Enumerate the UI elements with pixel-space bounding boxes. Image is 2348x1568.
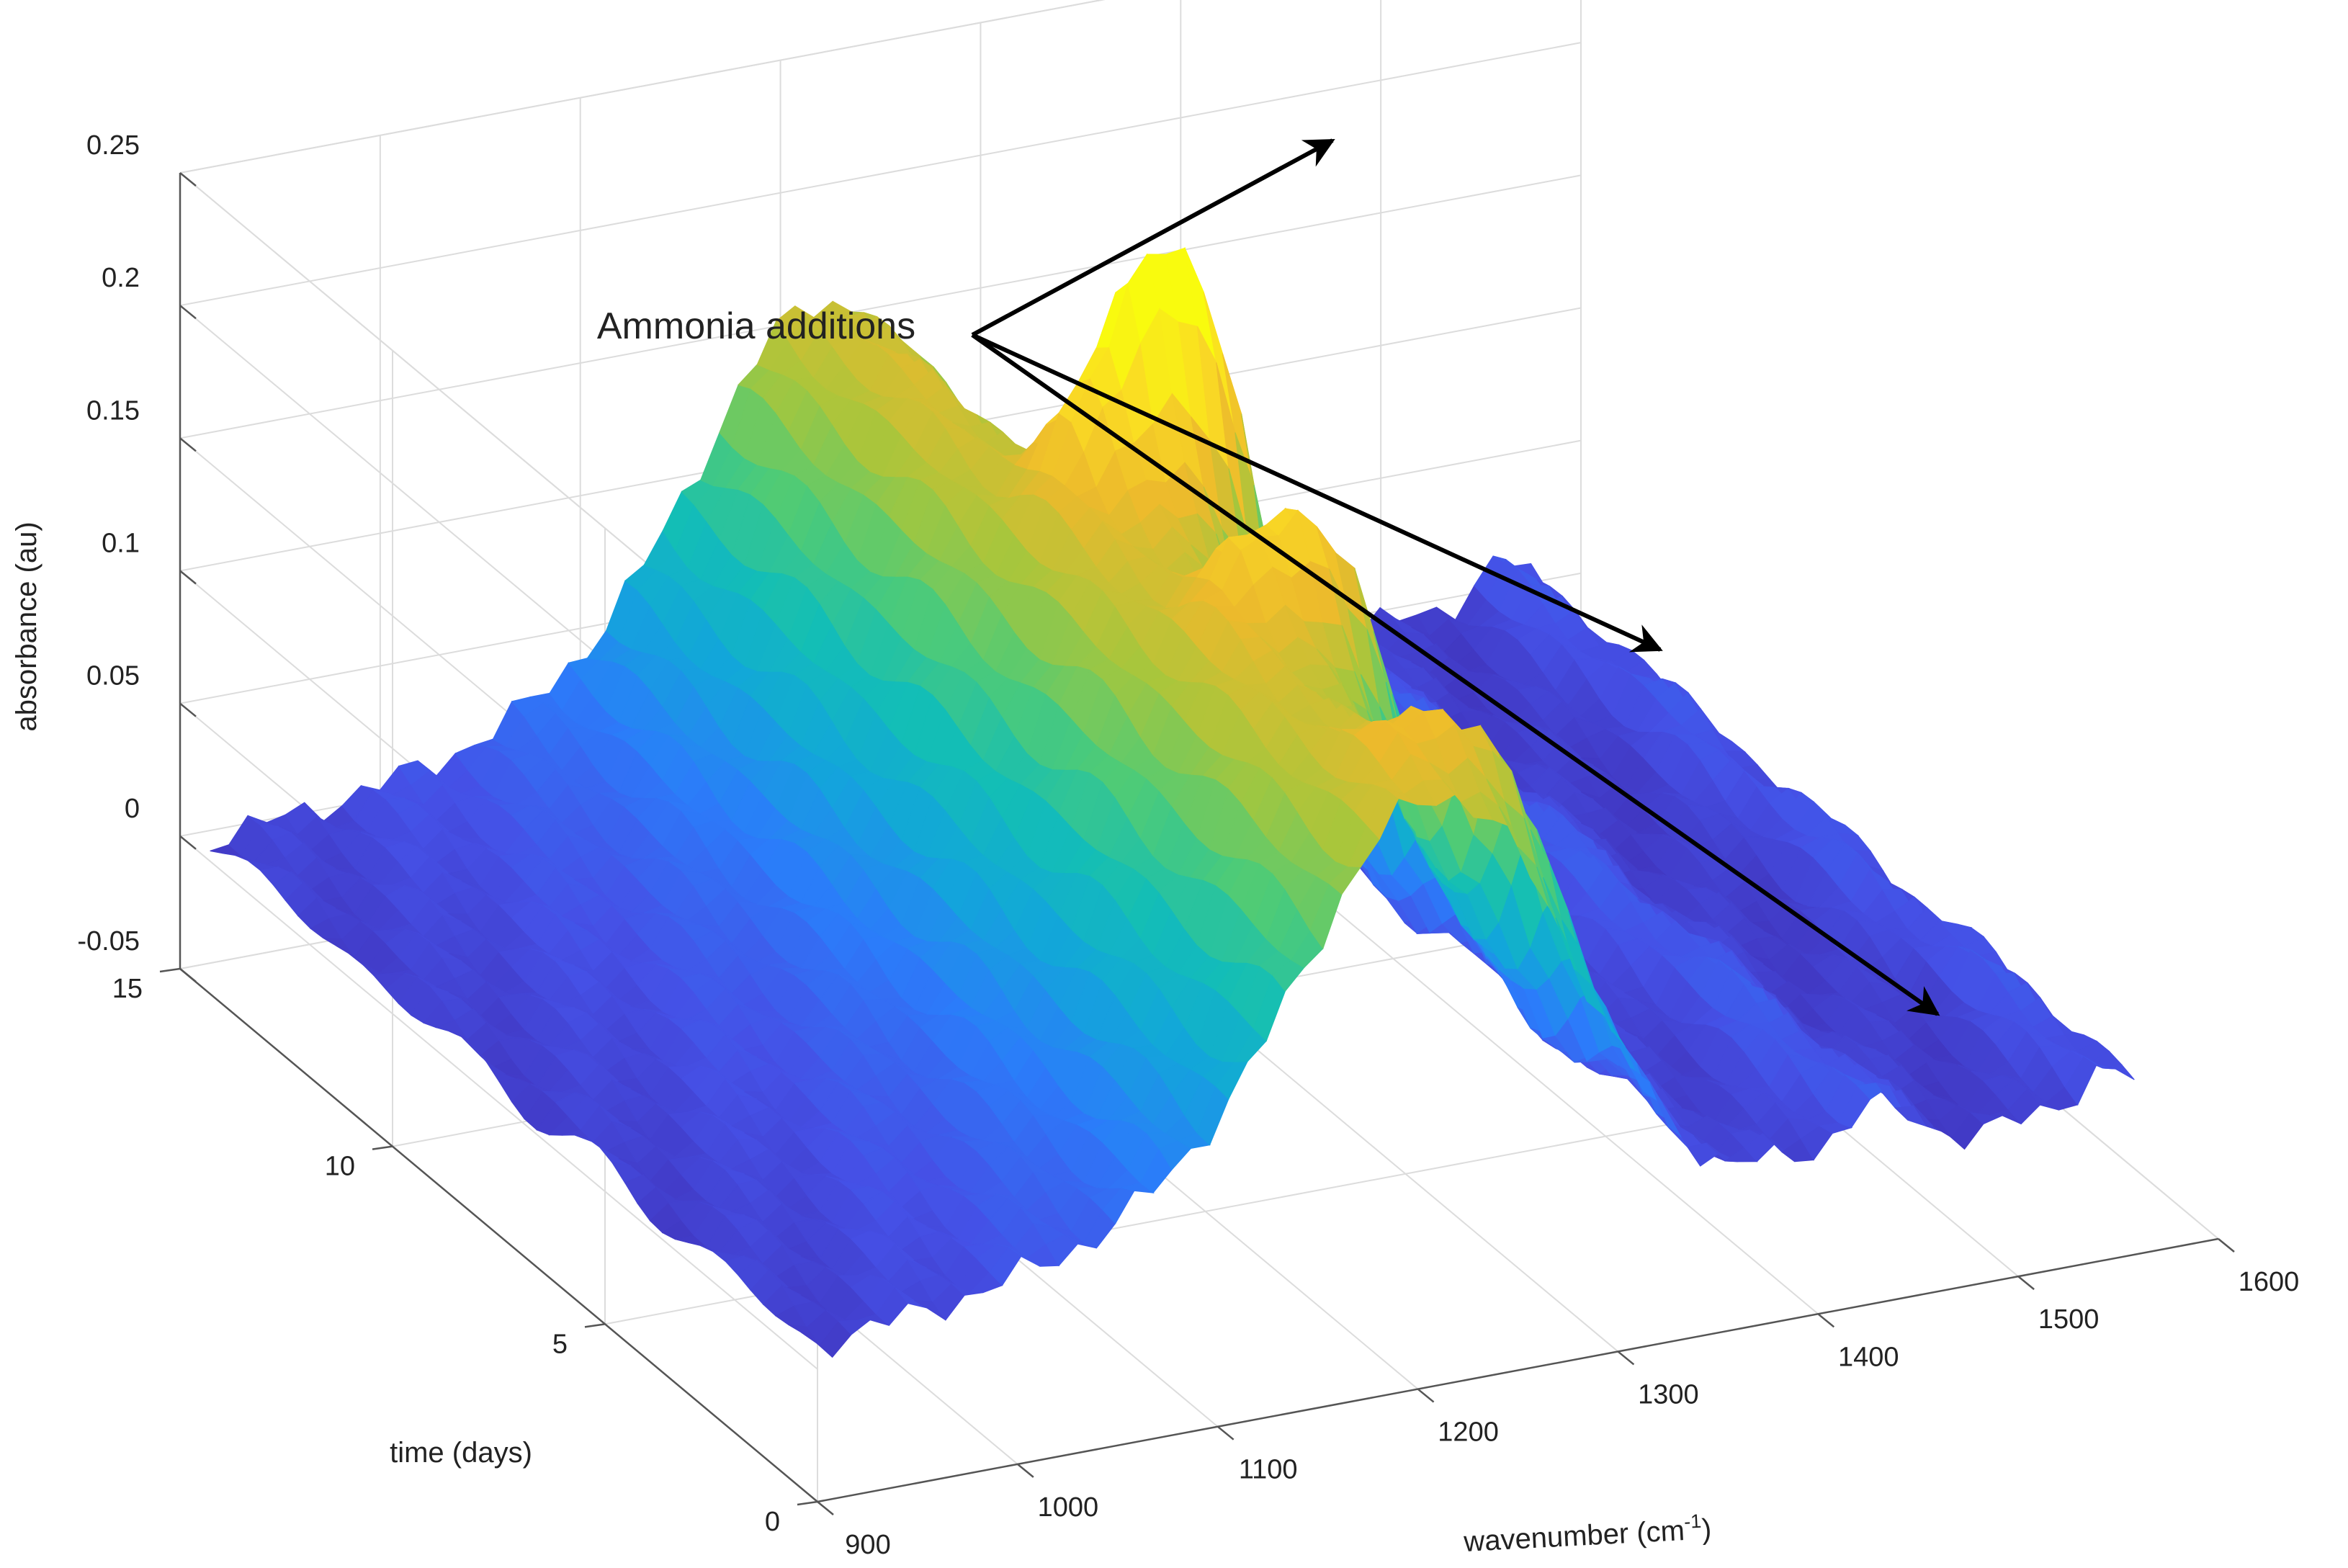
- y-tick-mark: [584, 1323, 606, 1328]
- y-tick-label: 10: [325, 1152, 355, 1182]
- z-tick-mark: [179, 968, 197, 982]
- surface-cell: [2102, 1064, 2135, 1080]
- x-tick-mark: [1417, 1388, 1435, 1403]
- absorbance-surface: [210, 247, 2135, 1358]
- x-axis-label: wavenumber (cm-1): [1462, 1510, 1712, 1558]
- z-tick-label: -0.05: [77, 926, 140, 957]
- x-tick-label: 1300: [1638, 1379, 1699, 1410]
- x-tick-label: 1600: [2239, 1267, 2300, 1297]
- y-axis-ticks: 0 5 10 15: [112, 967, 818, 1537]
- x-tick-label: 1200: [1438, 1417, 1499, 1448]
- annotation-arrow: [971, 333, 1940, 1016]
- z-axis-label: absorbance (au): [11, 521, 42, 731]
- x-tick-mark: [1617, 1350, 1635, 1366]
- z-tick-mark: [179, 702, 197, 717]
- annotation: Ammonia additions: [597, 138, 1940, 1016]
- y-axis-label: time (days): [390, 1437, 532, 1469]
- x-tick-label: 1500: [2038, 1304, 2100, 1335]
- z-axis-ticks: -0.05 0 0.05 0.1 0.15 0.2 0.25: [77, 130, 197, 982]
- x-axis-ticks: 900 1000 1100 1200 1300 1400 1500 1600: [817, 1238, 2300, 1560]
- z-tick-label: 0: [125, 794, 140, 824]
- x-tick-mark: [1017, 1463, 1034, 1478]
- y-tick-label: 0: [765, 1507, 780, 1537]
- annotation-arrow: [971, 333, 1663, 653]
- z-tick-mark: [179, 570, 197, 585]
- annotation-arrow: [971, 138, 1335, 337]
- z-tick-mark: [179, 305, 197, 320]
- x-tick-label: 1400: [1838, 1342, 1899, 1372]
- x-tick-mark: [1817, 1313, 1835, 1328]
- y-tick-mark: [159, 967, 181, 973]
- axes: 900 1000 1100 1200 1300 1400 1500 1600 0 5 10 15 -…: [11, 130, 2299, 1560]
- z-tick-label: 0.05: [86, 661, 140, 691]
- z-tick-label: 0.1: [102, 529, 140, 559]
- x-tick-mark: [817, 1501, 834, 1515]
- y-tick-mark: [797, 1500, 818, 1506]
- x-tick-label: 1100: [1239, 1455, 1298, 1485]
- y-tick-label: 5: [552, 1329, 568, 1359]
- x-tick-label: 900: [845, 1530, 890, 1560]
- y-tick-mark: [372, 1145, 393, 1150]
- z-tick-label: 0.15: [86, 395, 140, 426]
- y-tick-label: 15: [112, 974, 143, 1004]
- z-tick-mark: [179, 437, 197, 452]
- z-tick-label: 0.2: [102, 263, 140, 293]
- x-tick-label: 1000: [1038, 1492, 1099, 1523]
- z-tick-mark: [179, 172, 197, 187]
- x-tick-mark: [2218, 1238, 2235, 1253]
- z-tick-mark: [179, 835, 197, 850]
- z-tick-label: 0.25: [86, 130, 140, 161]
- x-tick-mark: [1216, 1425, 1235, 1441]
- x-tick-mark: [2017, 1276, 2035, 1291]
- ammonia-additions-label: Ammonia additions: [597, 305, 915, 347]
